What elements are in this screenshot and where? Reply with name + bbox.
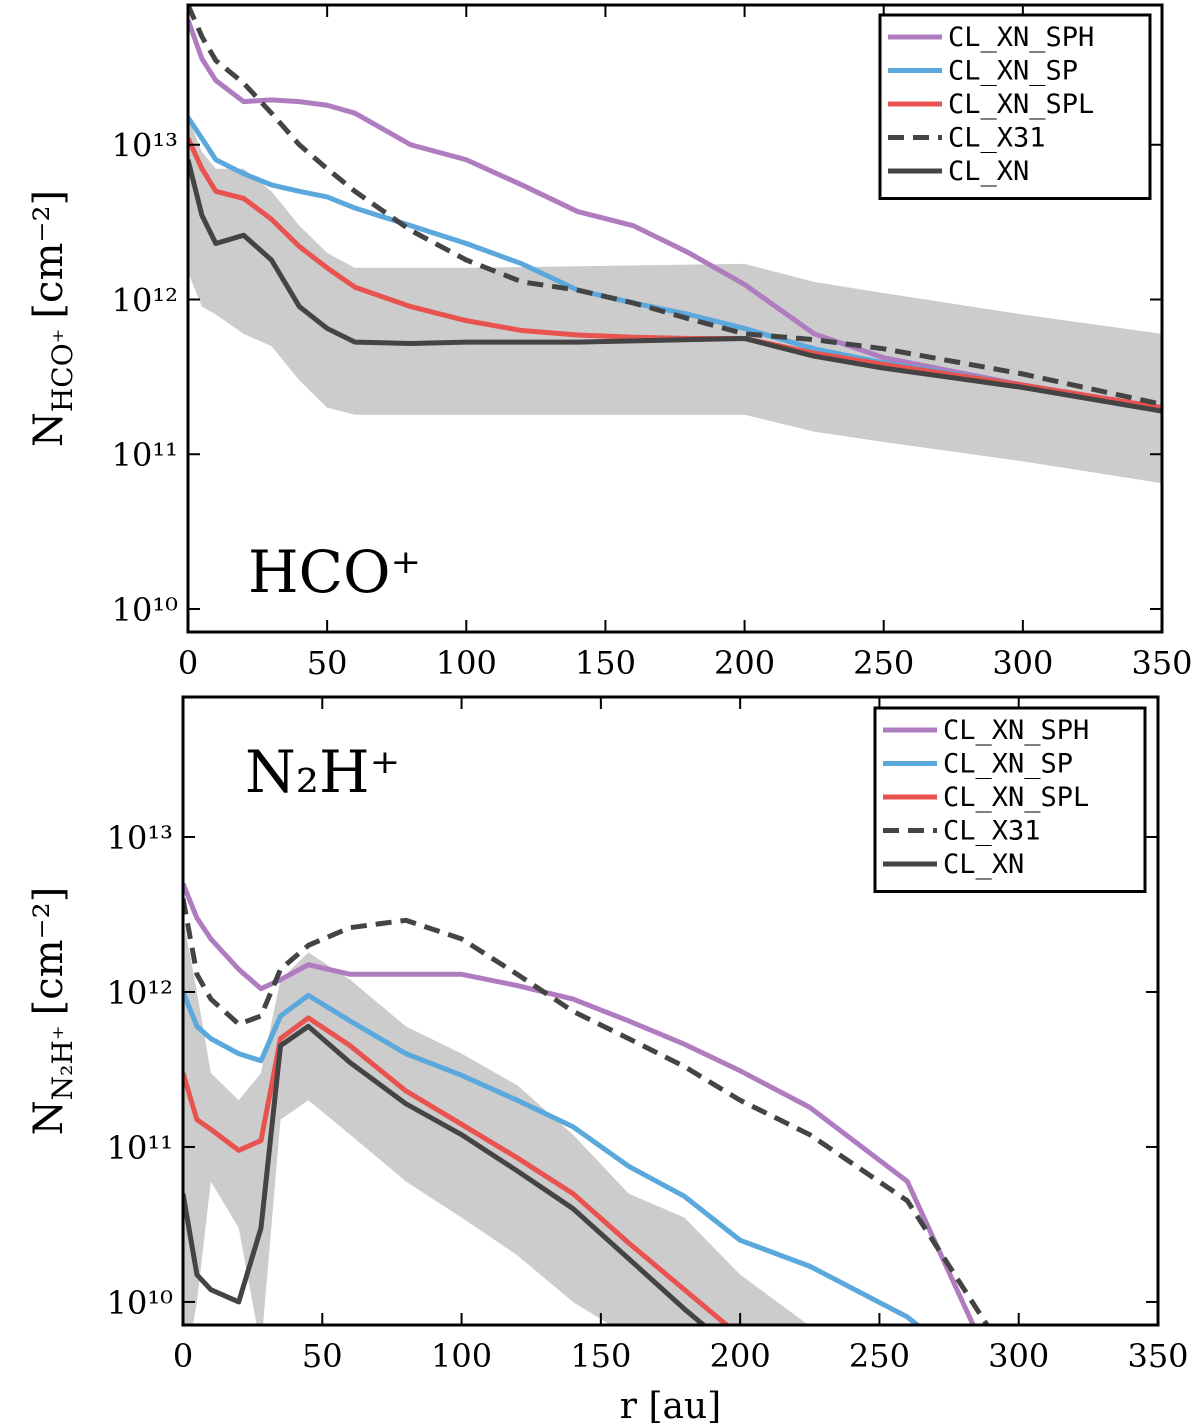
y-axis-label: NN₂H⁺ [cm⁻²] <box>26 887 79 1136</box>
y-label-sub: N₂H⁺ <box>46 1025 79 1100</box>
y-label-main: N <box>26 412 72 447</box>
x-tick-label: 250 <box>849 1337 910 1375</box>
y-label-sub: HCO⁺ <box>46 329 79 413</box>
range-band <box>188 117 1162 484</box>
series-line <box>183 898 991 1325</box>
series-line <box>183 991 922 1325</box>
y-label-unit: [cm⁻²] <box>26 190 72 319</box>
series-line <box>188 5 1162 407</box>
legend-label: CL_XN_SP <box>943 749 1073 780</box>
x-tick-label: 300 <box>992 644 1053 682</box>
x-tick-label: 0 <box>173 1337 193 1375</box>
legend-label: CL_X31 <box>943 816 1041 847</box>
x-tick-label: 100 <box>431 1337 492 1375</box>
y-tick-label: 10¹⁰ <box>107 1284 173 1322</box>
x-tick-label: 250 <box>853 644 914 682</box>
legend-label: CL_XN_SPH <box>943 715 1089 746</box>
x-tick-label: 300 <box>988 1337 1049 1375</box>
x-tick-label: 200 <box>710 1337 771 1375</box>
y-axis-label: NHCO⁺ [cm⁻²] <box>26 190 79 447</box>
legend-frame <box>878 13 1152 200</box>
x-tick-label: 0 <box>178 644 198 682</box>
y-tick-label: 10¹² <box>107 974 173 1012</box>
legend-label: CL_XN_SP <box>948 56 1078 87</box>
species-annotation: N₂H⁺ <box>245 738 400 806</box>
series-line <box>188 137 1162 411</box>
y-label-main: N <box>26 1100 72 1135</box>
y-tick-label: 10¹³ <box>112 127 178 165</box>
legend-label: CL_XN <box>948 156 1029 187</box>
x-tick-label: 50 <box>302 1337 343 1375</box>
x-tick-label: 50 <box>307 644 348 682</box>
x-tick-label: 200 <box>714 644 775 682</box>
legend-frame <box>873 706 1147 893</box>
legend-label: CL_XN_SPL <box>948 89 1094 120</box>
axes-frame <box>186 3 1164 634</box>
x-tick-label: 350 <box>1131 644 1192 682</box>
legend-label: CL_XN_SPL <box>943 782 1089 813</box>
y-tick-label: 10¹² <box>112 281 178 319</box>
x-tick-label: 100 <box>436 644 497 682</box>
x-axis-label: r [au] <box>620 1386 721 1424</box>
series-line <box>188 159 1162 414</box>
axes-frame <box>181 695 1160 1327</box>
series-line <box>183 882 976 1325</box>
y-tick-label: 10¹³ <box>107 819 173 857</box>
y-tick-label: 10¹¹ <box>107 1129 173 1167</box>
plot-area <box>183 882 991 1325</box>
x-tick-label: 350 <box>1127 1337 1188 1375</box>
plot-area <box>188 5 1162 484</box>
legend-label: CL_XN <box>943 849 1024 880</box>
range-band <box>183 918 809 1325</box>
x-tick-label: 150 <box>575 644 636 682</box>
panel: 0 50 100 150 200 250 300 35010¹⁰10¹¹10¹²10¹³NHC… <box>26 3 1193 682</box>
series-line <box>183 1023 708 1325</box>
legend-label: CL_XN_SPH <box>948 22 1094 53</box>
series-line <box>183 1015 731 1325</box>
series-line <box>188 19 1162 414</box>
y-label-unit: [cm⁻²] <box>26 887 72 1016</box>
legend-label: CL_X31 <box>948 123 1046 154</box>
panel: 0 50 100 150 200 250 300 35010¹⁰10¹¹10¹²10¹³NN₂… <box>26 695 1189 1424</box>
y-tick-label: 10¹⁰ <box>112 591 178 629</box>
species-annotation: HCO⁺ <box>248 538 421 606</box>
y-tick-label: 10¹¹ <box>112 436 178 474</box>
x-tick-label: 150 <box>570 1337 631 1375</box>
series-line <box>188 116 1162 411</box>
